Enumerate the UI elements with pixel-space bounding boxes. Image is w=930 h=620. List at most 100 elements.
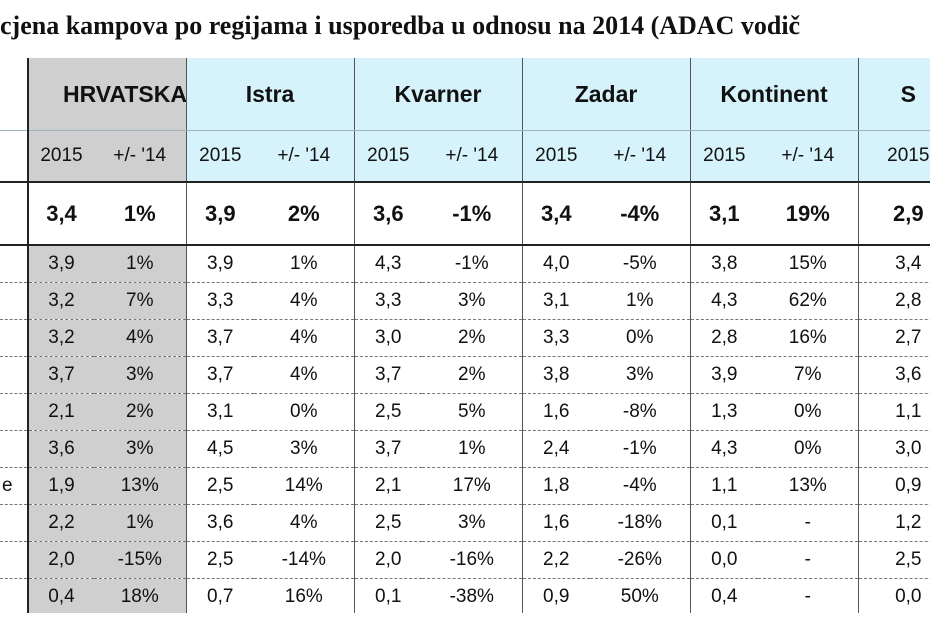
subheader-cell: 2015: [689, 130, 759, 183]
table-cell: 2%: [94, 393, 187, 431]
table-cell: 3,8: [521, 356, 591, 394]
table-cell: -5%: [590, 245, 691, 283]
table-cell: 0,4: [27, 578, 94, 613]
table-cell: 3,2: [27, 282, 94, 320]
table-cell: 4,3: [689, 282, 759, 320]
table-cell: 3,1: [185, 393, 255, 431]
table-cell: 3,9: [27, 245, 94, 283]
table-cell: 3,8: [689, 245, 759, 283]
table-cell: 4,5: [185, 430, 255, 468]
region-header-row: HRVATSKA Istra Kvarner Zadar Kontinent S: [0, 58, 930, 131]
subheader-cell: +/- '14: [254, 130, 355, 183]
table-cell: -: [758, 541, 859, 579]
subheader-cell: 2015: [521, 130, 591, 183]
total-cell: 19%: [758, 182, 859, 246]
table-cell: 1%: [590, 282, 691, 320]
table-cell: 1,1: [857, 393, 930, 431]
table-cell: 3%: [94, 430, 187, 468]
subheader-cell: 2015: [27, 130, 94, 183]
table-cell: 0,7: [185, 578, 255, 613]
corner-cell: [0, 58, 28, 131]
subheader-corner-cell: [0, 130, 28, 183]
table-cell: 2%: [422, 319, 523, 357]
table-cell: 1%: [94, 504, 187, 542]
table-cell: 2,7: [857, 319, 930, 357]
table-cell: 2,0: [27, 541, 94, 579]
table-row: 3,2 4% 3,7 4% 3,0 2% 3,3 0% 2,8 16% 2,7: [0, 319, 930, 357]
subheader-cell: +/- '14: [758, 130, 859, 183]
table-row: 2,1 2% 3,1 0% 2,5 5% 1,6 -8% 1,3 0% 1,1: [0, 393, 930, 431]
row-label: [0, 578, 28, 613]
table-cell: -8%: [590, 393, 691, 431]
table-cell: 4%: [254, 319, 355, 357]
table-cell: 4,0: [521, 245, 591, 283]
table-cell: -15%: [94, 541, 187, 579]
table-cell: 3%: [422, 282, 523, 320]
table-cell: 2%: [422, 356, 523, 394]
table-cell: 18%: [94, 578, 187, 613]
table-cell: -14%: [254, 541, 355, 579]
total-cell: 3,1: [689, 182, 759, 246]
table-row: e 1,9 13% 2,5 14% 2,1 17% 1,8 -4% 1,1 13% 0,9: [0, 467, 930, 505]
table-cell: 3,3: [185, 282, 255, 320]
table-cell: 16%: [254, 578, 355, 613]
table-cell: 3,1: [521, 282, 591, 320]
table-cell: 1,3: [689, 393, 759, 431]
table-cell: 2,5: [353, 504, 423, 542]
total-cell: 3,4: [27, 182, 94, 246]
table-cell: 15%: [758, 245, 859, 283]
table-row: 2,2 1% 3,6 4% 2,5 3% 1,6 -18% 0,1-1,2: [0, 504, 930, 542]
total-row: 3,4 1% 3,9 2% 3,6 -1% 3,4 -4% 3,1 19% 2,9: [0, 182, 930, 246]
table-cell: 0%: [590, 319, 691, 357]
table-cell: 3,7: [353, 430, 423, 468]
table-cell: 4,3: [689, 430, 759, 468]
table-cell: 2,4: [521, 430, 591, 468]
table-cell: 3,3: [521, 319, 591, 357]
total-cell: 3,9: [185, 182, 255, 246]
subheader-cell: +/- '14: [590, 130, 691, 183]
table-cell: 2,2: [521, 541, 591, 579]
total-cell: -4%: [590, 182, 691, 246]
region-header-0: HRVATSKA: [26, 58, 187, 131]
table-cell: 16%: [758, 319, 859, 357]
table-cell: 3%: [94, 356, 187, 394]
table-cell: 0,1: [689, 504, 759, 542]
total-cell: 3,4: [521, 182, 591, 246]
table-row: 3,7 3% 3,7 4% 3,7 2% 3,8 3% 3,9 7% 3,6: [0, 356, 930, 394]
table-cell: 4%: [254, 356, 355, 394]
region-header-3: Zadar: [521, 58, 691, 131]
total-cell: 2,9: [857, 182, 930, 246]
subheader-cell: 2015: [185, 130, 255, 183]
region-header-5: S: [857, 58, 930, 131]
table-cell: 1%: [422, 430, 523, 468]
row-label: [0, 430, 28, 468]
table-cell: 1,6: [521, 504, 591, 542]
table-cell: 0%: [758, 430, 859, 468]
table-cell: 0%: [254, 393, 355, 431]
table-cell: -: [758, 504, 859, 542]
table-cell: 4%: [254, 282, 355, 320]
table-cell: 4,3: [353, 245, 423, 283]
table-cell: -38%: [422, 578, 523, 613]
table-cell: 3,9: [185, 245, 255, 283]
table-cell: -18%: [590, 504, 691, 542]
region-header-1: Istra: [185, 58, 355, 131]
table-cell: 13%: [94, 467, 187, 505]
table-cell: 0,4: [689, 578, 759, 613]
table-cell: 3,7: [185, 319, 255, 357]
table-cell: 3,7: [27, 356, 94, 394]
table-cell: -4%: [590, 467, 691, 505]
table-cell: 17%: [422, 467, 523, 505]
table-cell: -16%: [422, 541, 523, 579]
total-cell: 2%: [254, 182, 355, 246]
table-cell: 2,1: [27, 393, 94, 431]
table-cell: 4%: [254, 504, 355, 542]
page-title: cjena kampova po regijama i usporedba u …: [0, 11, 801, 40]
table-cell: 1,8: [521, 467, 591, 505]
table-cell: 1,2: [857, 504, 930, 542]
table-cell: 3,6: [185, 504, 255, 542]
table-cell: 3,6: [27, 430, 94, 468]
table-cell: 2,5: [857, 541, 930, 579]
table-cell: -1%: [590, 430, 691, 468]
table-cell: 0,1: [353, 578, 423, 613]
